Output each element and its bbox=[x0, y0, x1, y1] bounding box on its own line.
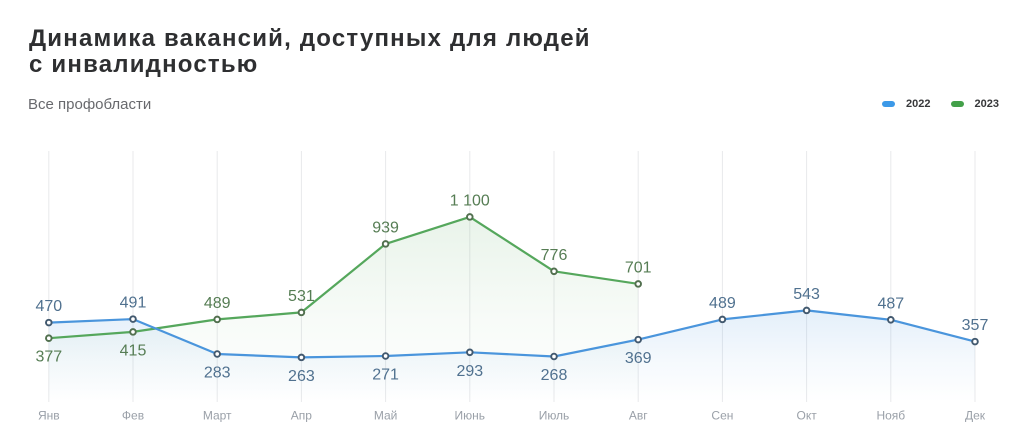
svg-text:415: 415 bbox=[120, 342, 147, 359]
svg-text:293: 293 bbox=[456, 363, 483, 380]
svg-text:489: 489 bbox=[204, 295, 231, 312]
svg-text:271: 271 bbox=[372, 367, 399, 384]
svg-text:776: 776 bbox=[541, 247, 568, 264]
svg-text:Июль: Июль bbox=[539, 409, 570, 423]
svg-text:Апр: Апр bbox=[291, 409, 313, 423]
svg-text:Март: Март bbox=[203, 409, 232, 423]
svg-text:543: 543 bbox=[793, 286, 820, 303]
svg-text:489: 489 bbox=[709, 295, 736, 312]
svg-text:Окт: Окт bbox=[796, 409, 817, 423]
svg-text:283: 283 bbox=[204, 365, 231, 382]
svg-text:Май: Май bbox=[374, 409, 398, 423]
svg-text:Янв: Янв bbox=[38, 409, 60, 423]
svg-text:Фев: Фев bbox=[122, 409, 144, 423]
svg-text:Нояб: Нояб bbox=[876, 409, 905, 423]
svg-text:268: 268 bbox=[541, 367, 568, 384]
svg-text:531: 531 bbox=[288, 288, 315, 305]
svg-text:491: 491 bbox=[120, 295, 147, 312]
svg-text:263: 263 bbox=[288, 368, 315, 385]
svg-text:Авг: Авг bbox=[629, 409, 648, 423]
svg-text:369: 369 bbox=[625, 350, 652, 367]
svg-text:Сен: Сен bbox=[711, 409, 733, 423]
svg-text:377: 377 bbox=[35, 349, 62, 366]
svg-text:487: 487 bbox=[877, 295, 904, 312]
svg-text:357: 357 bbox=[962, 317, 989, 334]
svg-text:1 100: 1 100 bbox=[450, 192, 490, 209]
svg-text:Июнь: Июнь bbox=[455, 409, 486, 423]
svg-text:701: 701 bbox=[625, 259, 652, 276]
svg-text:939: 939 bbox=[372, 219, 399, 236]
svg-text:470: 470 bbox=[35, 298, 62, 315]
svg-text:Дек: Дек bbox=[965, 409, 986, 423]
